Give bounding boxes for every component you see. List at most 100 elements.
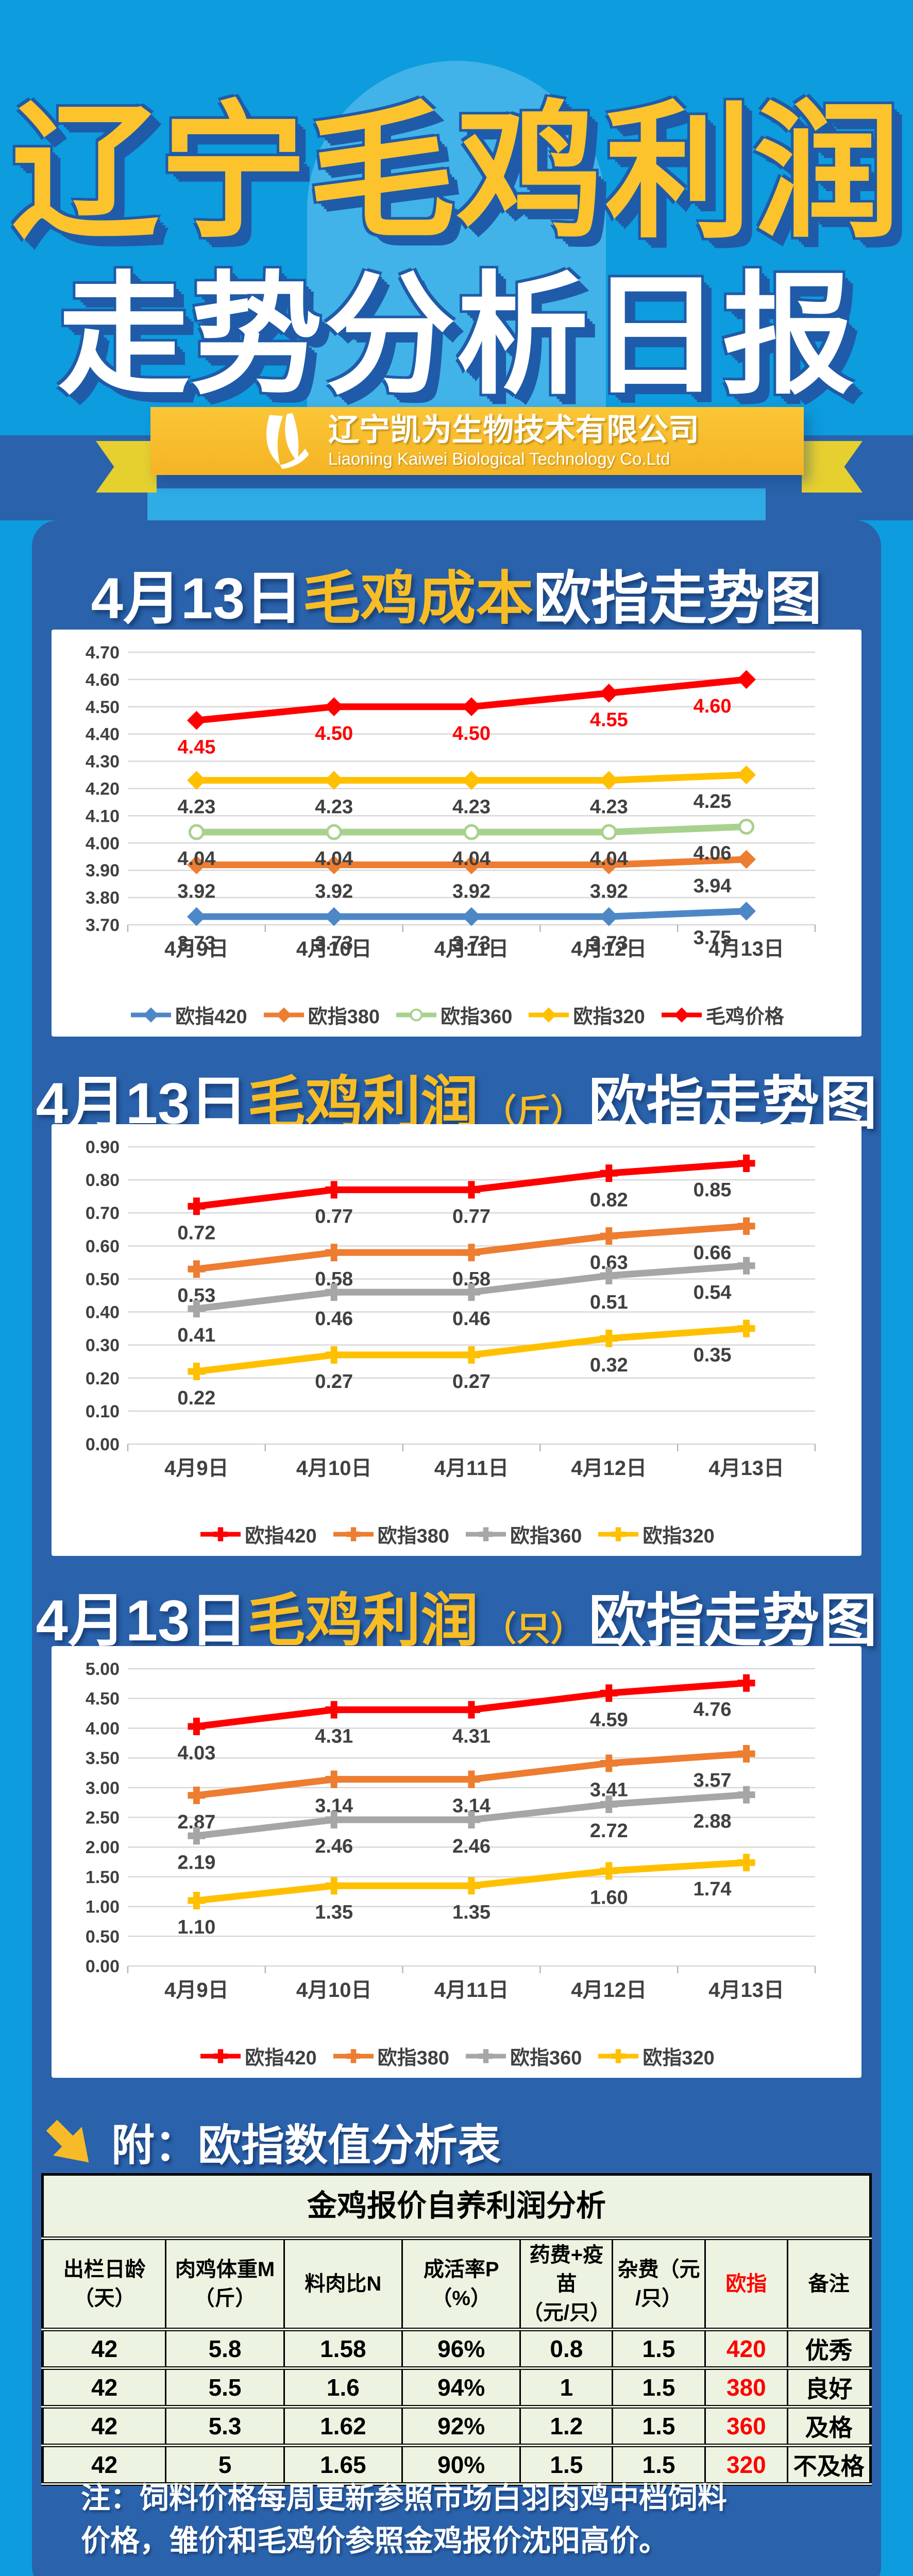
chart3-card: 5.00 4.50 4.00 3.50 3.00 2.50 2.00 1.50 1.00 0.50…	[52, 1646, 861, 2078]
svg-text:0.90: 0.90	[86, 1138, 120, 1157]
svg-text:4.23: 4.23	[452, 796, 491, 818]
svg-text:0.60: 0.60	[86, 1236, 120, 1256]
svg-text:0.50: 0.50	[86, 1927, 120, 1946]
col-header-age: 出栏日龄 （天）	[41, 2238, 167, 2331]
legend-label: 欧指420	[175, 1006, 247, 1028]
company-name: 辽宁凯为生物技术有限公司	[328, 413, 699, 447]
svg-text:4月9日: 4月9日	[164, 1457, 229, 1480]
svg-text:4.45: 4.45	[177, 736, 215, 758]
company-logo-icon	[255, 411, 313, 471]
page-title-line1: 辽宁毛鸡利润	[11, 90, 902, 255]
svg-text:4.76: 4.76	[694, 1699, 732, 1721]
col-header-survival: 成活率P （%）	[401, 2238, 521, 2331]
svg-text:4.50: 4.50	[452, 723, 491, 744]
svg-text:0.85: 0.85	[694, 1179, 732, 1201]
svg-text:2.19: 2.19	[177, 1852, 215, 1873]
svg-text:3.92: 3.92	[590, 881, 628, 903]
svg-text:1.00: 1.00	[86, 1897, 120, 1917]
svg-text:3.70: 3.70	[86, 916, 120, 935]
svg-text:3.00: 3.00	[86, 1778, 120, 1798]
svg-text:2.46: 2.46	[315, 1836, 353, 1857]
company-banner: 辽宁凯为生物技术有限公司 Liaoning Kaiwei Biological …	[150, 407, 804, 475]
svg-text:4.25: 4.25	[694, 791, 732, 812]
page-title-line2: 走势分析日报	[57, 262, 855, 410]
table-row: 42 5.5 1.6 94% 1 1.5 380 良好	[41, 2367, 871, 2409]
chart3-legend: 欧指420 欧指380 欧指360 欧指320	[52, 2034, 861, 2078]
svg-text:0.77: 0.77	[452, 1206, 491, 1227]
svg-text:0.30: 0.30	[86, 1336, 120, 1355]
svg-text:0.00: 0.00	[86, 1957, 120, 1976]
legend-item: 欧指360	[394, 1001, 512, 1029]
col-header-weight: 肉鸡体重M （斤）	[165, 2238, 285, 2331]
svg-text:0.40: 0.40	[86, 1303, 120, 1323]
svg-text:0.46: 0.46	[315, 1308, 353, 1330]
profit-analysis-table: 金鸡报价自养利润分析 出栏日龄 （天） 肉鸡体重M （斤） 料肉比N 成活率P …	[41, 2173, 872, 2486]
svg-text:2.50: 2.50	[86, 1808, 120, 1828]
svg-text:4.10: 4.10	[86, 806, 120, 826]
svg-text:4月13日: 4月13日	[708, 1457, 784, 1480]
legend-label: 欧指320	[643, 2047, 715, 2069]
svg-text:3.94: 3.94	[694, 875, 732, 897]
legend-item: 欧指320	[596, 1520, 715, 1548]
svg-text:3.92: 3.92	[452, 881, 491, 903]
legend-label: 欧指420	[245, 2047, 317, 2069]
svg-text:0.82: 0.82	[590, 1189, 628, 1211]
svg-text:4.00: 4.00	[86, 834, 120, 853]
svg-text:0.51: 0.51	[590, 1292, 628, 1313]
chart3-plot: 5.00 4.50 4.00 3.50 3.00 2.50 2.00 1.50 1.00 0.50…	[52, 1646, 861, 2034]
legend-item: 欧指320	[596, 2042, 715, 2070]
company-text-block: 辽宁凯为生物技术有限公司 Liaoning Kaiwei Biological …	[328, 413, 699, 469]
svg-text:1.35: 1.35	[315, 1902, 353, 1923]
legend-item: 欧指420	[129, 1001, 247, 1029]
svg-text:4.50: 4.50	[315, 723, 353, 744]
col-header-euro-index: 欧指	[704, 2238, 789, 2331]
svg-text:4月13日: 4月13日	[708, 938, 784, 960]
svg-text:4月11日: 4月11日	[434, 1979, 509, 2002]
col-header-medicine: 药费+疫苗 （元/只）	[519, 2238, 614, 2331]
svg-text:4.31: 4.31	[315, 1726, 353, 1748]
svg-text:3.90: 3.90	[86, 861, 120, 880]
chart1-title: 4月13日毛鸡成本欧指走势图	[32, 566, 881, 632]
content-panel: 4月13日毛鸡成本欧指走势图 4.70 4.60 4.50 4.40 4.30 4.20 4…	[32, 520, 881, 2576]
legend-label: 毛鸡价格	[705, 1006, 784, 1028]
svg-text:3.73: 3.73	[452, 933, 491, 954]
chart3-title-suffix: 欧指走势图	[588, 1588, 877, 1653]
svg-text:0.77: 0.77	[315, 1206, 353, 1227]
svg-text:2.88: 2.88	[694, 1811, 732, 1833]
svg-text:4.30: 4.30	[86, 752, 120, 772]
svg-text:0.10: 0.10	[86, 1402, 120, 1421]
svg-text:4.04: 4.04	[452, 848, 491, 870]
svg-text:3.92: 3.92	[177, 881, 215, 903]
svg-text:3.73: 3.73	[177, 933, 215, 954]
legend-item: 欧指360	[464, 2042, 582, 2070]
svg-text:4.60: 4.60	[86, 670, 120, 690]
svg-text:1.35: 1.35	[452, 1902, 491, 1923]
svg-text:2.46: 2.46	[452, 1836, 491, 1857]
svg-text:0.32: 0.32	[590, 1354, 628, 1376]
svg-text:4.55: 4.55	[590, 709, 628, 731]
svg-text:1.10: 1.10	[177, 1917, 215, 1938]
table-row: 42 5.8 1.58 96% 0.8 1.5 420 优秀	[41, 2329, 871, 2370]
table-header-row: 出栏日龄 （天） 肉鸡体重M （斤） 料肉比N 成活率P （%） 药费+疫苗 （…	[41, 2238, 871, 2331]
svg-text:4.50: 4.50	[86, 698, 120, 717]
svg-text:5.00: 5.00	[86, 1659, 120, 1679]
legend-item: 欧指320	[527, 1001, 645, 1029]
svg-text:3.57: 3.57	[694, 1770, 732, 1791]
chart3-title-date: 4月13日	[36, 1588, 248, 1653]
legend-label: 欧指380	[308, 1006, 380, 1028]
svg-text:0.27: 0.27	[315, 1371, 353, 1393]
chart2-legend: 欧指420 欧指380 欧指360 欧指320	[52, 1512, 861, 1556]
col-header-remark: 备注	[787, 2238, 871, 2331]
legend-item: 欧指420	[198, 1520, 317, 1548]
chart2-card: 0.90 0.80 0.70 0.60 0.50 0.40 0.30 0.20 0.10 0.00…	[52, 1124, 861, 1556]
chart1-card: 4.70 4.60 4.50 4.40 4.30 4.20 4.10 4.00 3.90 3.80…	[52, 630, 861, 1037]
svg-text:4.50: 4.50	[86, 1689, 120, 1709]
table-row: 42 5.3 1.62 92% 1.2 1.5 360 及格	[41, 2406, 871, 2447]
svg-text:0.22: 0.22	[177, 1387, 215, 1409]
svg-text:4.60: 4.60	[694, 696, 732, 717]
table-title: 金鸡报价自养利润分析	[42, 2174, 871, 2240]
svg-text:0.46: 0.46	[452, 1308, 491, 1330]
chart2-plot: 0.90 0.80 0.70 0.60 0.50 0.40 0.30 0.20 0.10 0.00…	[52, 1124, 861, 1512]
svg-text:4月13日: 4月13日	[708, 1979, 784, 2002]
legend-label: 欧指360	[510, 1526, 582, 1547]
